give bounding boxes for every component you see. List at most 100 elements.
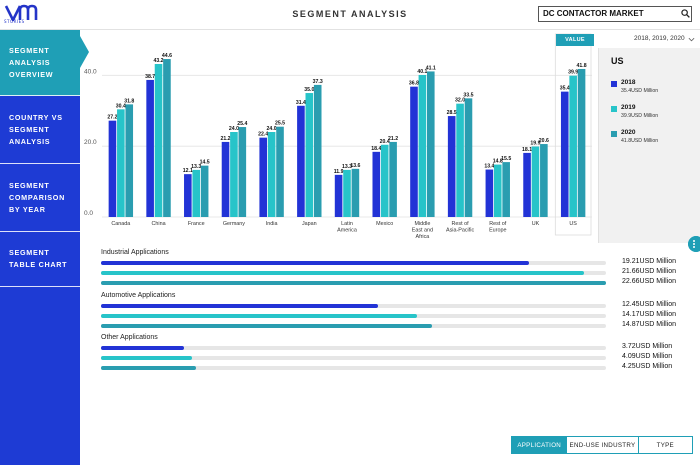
bar-2018[interactable] xyxy=(221,141,230,217)
segment-bar-track xyxy=(101,366,606,370)
bar-2020[interactable] xyxy=(502,162,510,217)
bar-2019[interactable] xyxy=(117,109,125,217)
bar-2020[interactable] xyxy=(276,126,284,217)
search-input[interactable]: DC CONTACTOR MARKET xyxy=(538,6,692,22)
sidebar-item-label: SEGMENT TABLE CHART xyxy=(9,248,68,269)
x-tick-label: Japan xyxy=(302,221,317,227)
search-icon[interactable] xyxy=(681,9,690,18)
segment-bar-fill[interactable] xyxy=(101,346,184,350)
segment-value-label: 21.66USD Million xyxy=(622,268,677,275)
bar-2020[interactable] xyxy=(238,127,247,217)
data-label: 14.8 xyxy=(493,159,503,165)
segment-bar-fill[interactable] xyxy=(101,261,530,265)
legend-swatch-2019 xyxy=(611,106,617,112)
data-label: 21.2 xyxy=(220,136,230,142)
bar-2019[interactable] xyxy=(343,169,351,217)
bar-2018[interactable] xyxy=(523,152,531,217)
bar-group[interactable]: 35.4 39.941.8 US xyxy=(554,33,592,236)
segment-group-title: Automotive Applications xyxy=(101,292,176,299)
segment-bar-fill[interactable] xyxy=(101,366,196,370)
bar-2019[interactable] xyxy=(230,132,238,217)
x-tick-label: Europe xyxy=(489,228,506,234)
data-label: 31.4 xyxy=(296,100,306,106)
logo-icon[interactable] xyxy=(4,3,46,27)
bar-2018[interactable] xyxy=(560,91,569,217)
bar-2019[interactable] xyxy=(493,164,502,217)
sidebar-item-country-vs-segment[interactable]: COUNTRY VS SEGMENT ANALYSIS xyxy=(0,96,80,164)
bar-group[interactable]: 21.2 24.025.4 Germany xyxy=(220,121,247,227)
bar-2020[interactable] xyxy=(200,165,209,217)
bar-2018[interactable] xyxy=(184,174,192,217)
segment-bar-fill[interactable] xyxy=(101,304,379,308)
bar-group[interactable]: 12.113.314.5 France xyxy=(183,160,210,227)
bar-2019[interactable] xyxy=(569,75,577,217)
year-select[interactable]: 2018, 2019, 2020 xyxy=(634,35,685,42)
bar-2018[interactable] xyxy=(297,105,305,217)
bar-group[interactable]: 27.2 30.431.8 Canada xyxy=(107,98,134,227)
bar-group[interactable]: 31.4 35.0 37.3 Japan xyxy=(296,79,323,227)
bar-2018[interactable] xyxy=(259,137,268,217)
data-label: 33.5 xyxy=(463,92,473,98)
x-tick-label: France xyxy=(188,221,205,227)
bar-2019[interactable] xyxy=(531,146,540,217)
sidebar-item-segment-analysis-overview[interactable]: SEGMENT ANALYSIS OVERVIEW xyxy=(0,30,80,96)
segment-bar-fill[interactable] xyxy=(101,281,606,285)
data-label: 18.1 xyxy=(522,147,532,153)
bar-2020[interactable] xyxy=(389,141,397,217)
bar-2018[interactable] xyxy=(108,120,117,217)
bar-2020[interactable] xyxy=(464,98,473,217)
value-button[interactable]: VALUE xyxy=(556,34,594,46)
tab-end-use-industry[interactable]: END-USE INDUSTRY xyxy=(567,437,639,453)
bar-2020[interactable] xyxy=(577,68,586,217)
bar-2020[interactable] xyxy=(540,144,548,217)
segment-bar-fill[interactable] xyxy=(101,314,417,318)
bar-2019[interactable] xyxy=(456,103,464,217)
tab-application[interactable]: APPLICATION xyxy=(512,437,568,453)
bar-2018[interactable] xyxy=(410,86,418,217)
bar-2019[interactable] xyxy=(380,144,389,217)
segment-bar-fill[interactable] xyxy=(101,271,584,275)
bar-2019[interactable] xyxy=(305,93,314,217)
bar-2020[interactable] xyxy=(351,168,360,217)
data-label: 14.5 xyxy=(200,160,210,166)
x-tick-label: Asia-Pacific xyxy=(446,228,474,234)
bar-2019[interactable] xyxy=(192,169,201,217)
tab-type[interactable]: TYPE xyxy=(656,441,674,449)
data-label: 15.5 xyxy=(501,156,511,162)
bar-2019[interactable] xyxy=(418,74,427,217)
segment-group-title: Industrial Applications xyxy=(101,249,169,256)
bar-2020[interactable] xyxy=(125,104,134,217)
sidebar-item-label: SEGMENT ANALYSIS OVERVIEW xyxy=(9,45,54,79)
bar-2019[interactable] xyxy=(267,132,276,217)
bar-group[interactable]: 18.119.920.6 UK xyxy=(522,138,549,227)
sidebar-item-segment-comparison[interactable]: SEGMENT COMPARISON BY YEAR xyxy=(0,164,80,232)
chevron-down-icon[interactable] xyxy=(688,37,695,42)
bar-2020[interactable] xyxy=(163,59,171,218)
bar-group[interactable]: 18.420.421.2 Mexico xyxy=(371,136,398,227)
bar-2019[interactable] xyxy=(154,64,163,217)
sidebar-item-segment-table[interactable]: SEGMENT TABLE CHART xyxy=(0,232,80,287)
data-label: 41.8 xyxy=(576,63,586,69)
legend-year-2019: 2019 xyxy=(621,104,636,111)
bar-group[interactable]: 22.424.025.5 India xyxy=(258,121,285,227)
segment-bar-fill[interactable] xyxy=(101,356,193,360)
data-label: 43.2 xyxy=(153,58,163,64)
bar-2020[interactable] xyxy=(313,84,322,217)
segment-bar-fill[interactable] xyxy=(101,324,433,328)
bar-2018[interactable] xyxy=(485,169,494,217)
more-options-icon[interactable] xyxy=(688,236,700,252)
segment-bar-track xyxy=(101,324,606,328)
data-label: 32.0 xyxy=(455,98,465,104)
bar-2018[interactable] xyxy=(146,79,154,217)
data-label: 21.2 xyxy=(388,136,398,142)
bar-2018[interactable] xyxy=(372,151,381,217)
bar-2018[interactable] xyxy=(447,116,456,217)
bar-group[interactable]: 38.7 43.244.6 China xyxy=(145,53,172,227)
bar-2020[interactable] xyxy=(426,71,435,217)
segment-value-label: 19.21USD Million xyxy=(622,258,677,265)
bar-2018[interactable] xyxy=(334,174,343,217)
